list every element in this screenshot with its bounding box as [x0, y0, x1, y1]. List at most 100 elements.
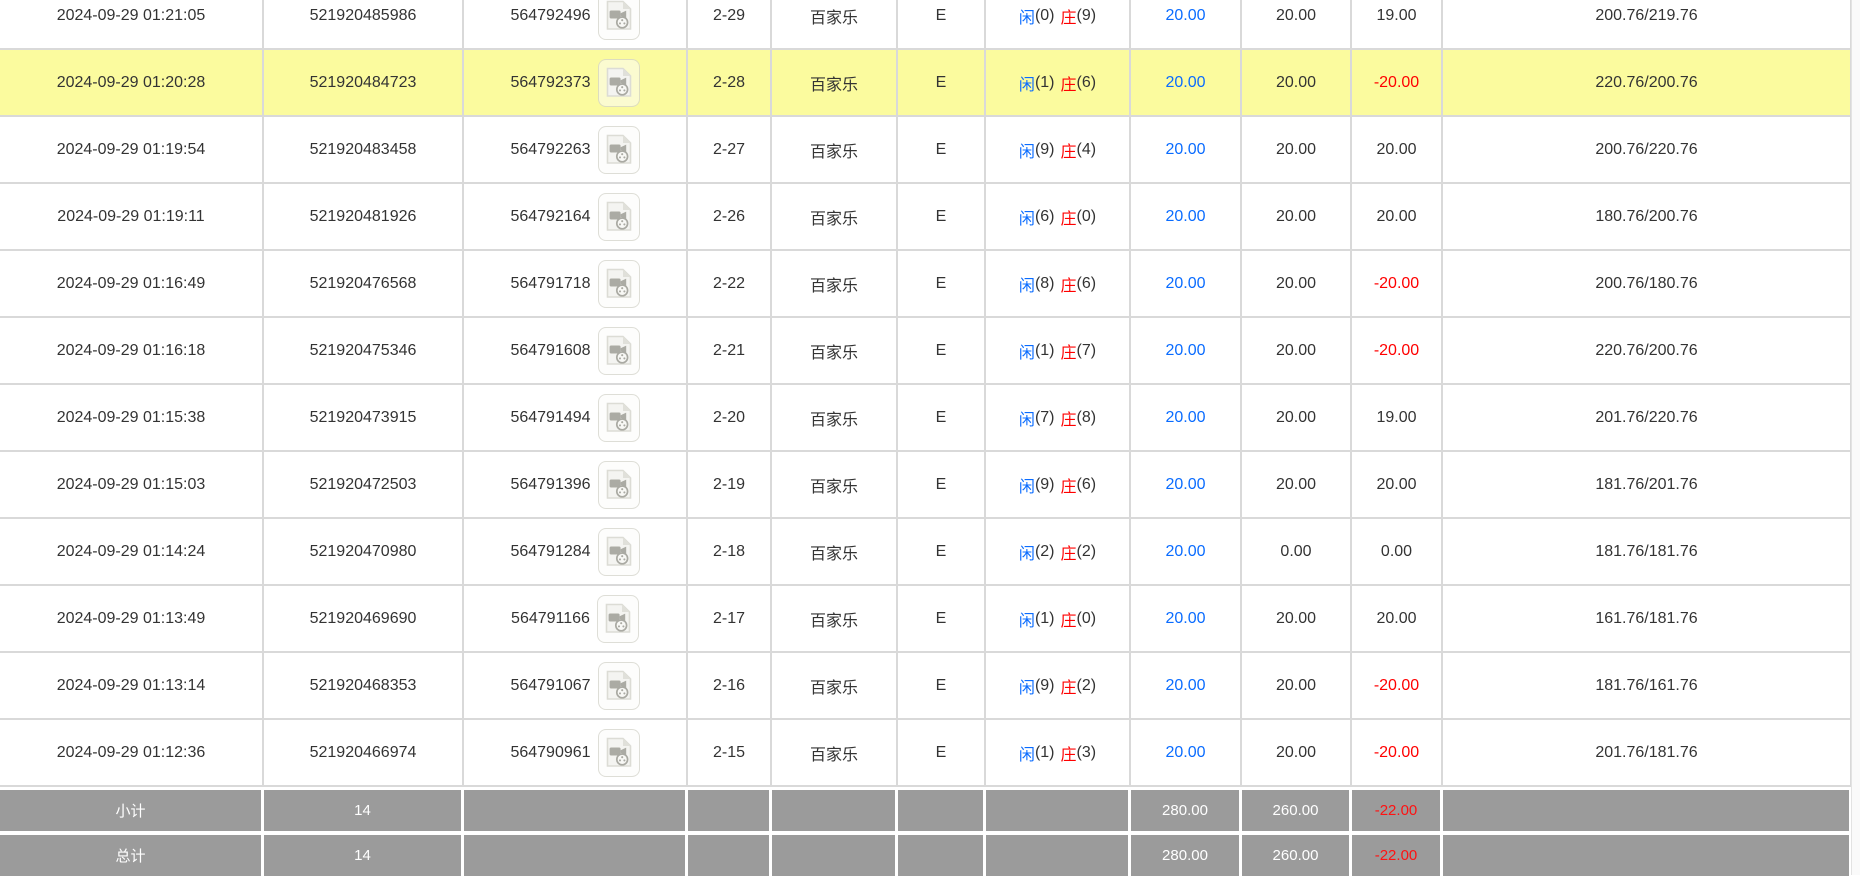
player-score: (1): [1034, 73, 1055, 91]
bet-amount-link[interactable]: 20.00: [1165, 408, 1206, 426]
table-round: 2-16: [712, 676, 746, 694]
valid-bet-cell: 20.00: [1242, 50, 1352, 115]
table-row[interactable]: 2024-09-29 01:20:28 521920484723 5647923…: [0, 50, 1852, 117]
game-name: 百家乐: [809, 143, 858, 161]
round-id-cell: 564791284: [464, 519, 688, 584]
balance-cell: 181.76/161.76: [1443, 653, 1852, 718]
table-round-cell: 2-21: [688, 318, 772, 383]
table-row[interactable]: 2024-09-29 01:16:18 521920475346 5647916…: [0, 318, 1852, 385]
bet-id-cell: 521920473915: [264, 385, 464, 450]
game-result-cell: 闲 (2) 庄 (2): [986, 519, 1131, 584]
video-replay-button[interactable]: [597, 460, 640, 509]
table-row[interactable]: 2024-09-29 01:15:38 521920473915 5647914…: [0, 385, 1852, 452]
game-name-cell: 百家乐: [772, 184, 898, 249]
table-code-cell: E: [898, 519, 986, 584]
balance: 200.76/180.76: [1595, 274, 1698, 292]
bet-amount-link[interactable]: 20.00: [1165, 6, 1206, 24]
total-label-cell: 总计: [0, 835, 264, 876]
video-replay-button[interactable]: [596, 594, 639, 643]
win-loss: -20.00: [1373, 274, 1420, 292]
player-score: (0): [1034, 6, 1055, 24]
bet-amount-link[interactable]: 20.00: [1165, 743, 1206, 761]
table-row[interactable]: 2024-09-29 01:16:49 521920476568 5647917…: [0, 251, 1852, 318]
bet-amount-link[interactable]: 20.00: [1165, 274, 1206, 292]
balance-cell: 161.76/181.76: [1443, 586, 1852, 651]
video-replay-button[interactable]: [597, 259, 640, 308]
video-file-icon: [605, 603, 631, 633]
player-label: 闲: [1018, 478, 1035, 496]
subtotal-valid: 260.00: [1272, 802, 1319, 819]
table-code: E: [935, 6, 947, 24]
balance-cell: 220.76/200.76: [1443, 318, 1852, 383]
video-replay-button[interactable]: [597, 393, 640, 442]
banker-score: (2): [1076, 676, 1097, 694]
bet-amount-cell: 20.00: [1131, 519, 1242, 584]
bet-amount-link[interactable]: 20.00: [1165, 341, 1206, 359]
bet-id-cell: 521920469690: [264, 586, 464, 651]
video-replay-button[interactable]: [597, 661, 640, 710]
table-row[interactable]: 2024-09-29 01:19:54 521920483458 5647922…: [0, 117, 1852, 184]
table-row[interactable]: 2024-09-29 01:13:14 521920468353 5647910…: [0, 653, 1852, 720]
win-loss-cell: 0.00: [1352, 519, 1443, 584]
valid-bet: 20.00: [1275, 6, 1317, 24]
game-result-cell: 闲 (7) 庄 (8): [986, 385, 1131, 450]
game-name: 百家乐: [809, 679, 858, 697]
bet-amount-link[interactable]: 20.00: [1165, 676, 1206, 694]
game-result-cell: 闲 (1) 庄 (0): [986, 586, 1131, 651]
video-file-icon: [606, 134, 631, 164]
game-result-cell: 闲 (8) 庄 (6): [986, 251, 1131, 316]
table-row[interactable]: 2024-09-29 01:19:11 521920481926 5647921…: [0, 184, 1852, 251]
video-replay-button[interactable]: [597, 0, 640, 40]
game-name-cell: 百家乐: [772, 318, 898, 383]
video-replay-button[interactable]: [597, 58, 640, 107]
game-name: 百家乐: [809, 9, 858, 27]
subtotal-label-cell: 小计: [0, 790, 264, 831]
bet-amount-link[interactable]: 20.00: [1165, 475, 1206, 493]
valid-bet-cell: 0.00: [1242, 519, 1352, 584]
table-round: 2-22: [712, 274, 746, 292]
table-code: E: [935, 676, 947, 694]
video-replay-button[interactable]: [597, 527, 640, 576]
bet-time: 2024-09-29 01:21:05: [56, 6, 206, 24]
vertical-scrollbar[interactable]: [1851, 0, 1860, 875]
balance: 200.76/220.76: [1595, 140, 1698, 158]
valid-bet: 20.00: [1275, 207, 1317, 225]
balance-cell: 201.76/220.76: [1443, 385, 1852, 450]
bet-amount-link[interactable]: 20.00: [1165, 73, 1206, 91]
video-replay-button[interactable]: [597, 326, 640, 375]
table-code: E: [935, 542, 947, 560]
bet-amount-cell: 20.00: [1131, 653, 1242, 718]
bet-id: 521920470980: [309, 542, 417, 560]
balance-cell: 201.76/181.76: [1443, 720, 1852, 785]
table-row[interactable]: 2024-09-29 01:21:05 521920485986 5647924…: [0, 0, 1852, 50]
table-row[interactable]: 2024-09-29 01:15:03 521920472503 5647913…: [0, 452, 1852, 519]
video-replay-button[interactable]: [597, 192, 640, 241]
banker-label: 庄: [1060, 344, 1077, 362]
table-round: 2-19: [712, 475, 746, 493]
player-label: 闲: [1018, 679, 1035, 697]
bet-amount-link[interactable]: 20.00: [1165, 140, 1206, 158]
game-name-cell: 百家乐: [772, 117, 898, 182]
balance-cell: 181.76/181.76: [1443, 519, 1852, 584]
table-row[interactable]: 2024-09-29 01:13:49 521920469690 5647911…: [0, 586, 1852, 653]
bet-amount-cell: 20.00: [1131, 452, 1242, 517]
balance: 181.76/181.76: [1595, 542, 1698, 560]
banker-label: 庄: [1060, 746, 1077, 764]
bet-amount-link[interactable]: 20.00: [1165, 542, 1206, 560]
game-name-cell: 百家乐: [772, 452, 898, 517]
win-loss-cell: -20.00: [1352, 251, 1443, 316]
bet-amount-link[interactable]: 20.00: [1165, 207, 1206, 225]
table-row[interactable]: 2024-09-29 01:12:36 521920466974 5647909…: [0, 720, 1852, 787]
win-loss-cell: -20.00: [1352, 720, 1443, 785]
video-replay-button[interactable]: [597, 125, 640, 174]
video-file-icon: [606, 402, 631, 432]
bet-amount-link[interactable]: 20.00: [1165, 609, 1206, 627]
table-row[interactable]: 2024-09-29 01:14:24 521920470980 5647912…: [0, 519, 1852, 586]
video-replay-button[interactable]: [597, 728, 640, 777]
balance: 201.76/181.76: [1595, 743, 1698, 761]
game-name: 百家乐: [809, 411, 858, 429]
summary-section: 小计 14 280.00 260.00 -22.00 总计: [0, 790, 1852, 880]
bet-time: 2024-09-29 01:15:38: [56, 408, 206, 426]
bet-id-cell: 521920466974: [264, 720, 464, 785]
